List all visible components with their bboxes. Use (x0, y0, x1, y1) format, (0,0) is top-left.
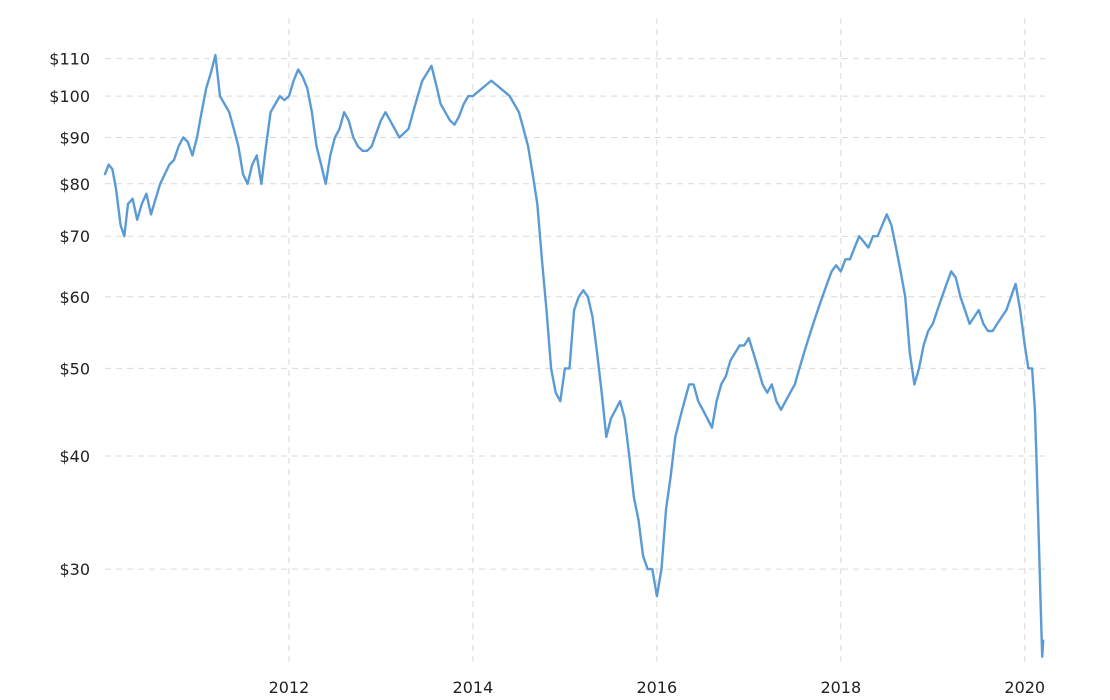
grid-layer (105, 18, 1045, 665)
y-tick-label: $110 (49, 50, 90, 69)
y-tick-label: $70 (59, 227, 90, 246)
tick-label-layer: $30 $40 $50 $60 $70 $80 $90 $100 $110 2012 2014 201… (49, 50, 1045, 697)
x-tick-label: 2016 (636, 678, 677, 697)
y-tick-label: $40 (59, 447, 90, 466)
x-tick-label: 2012 (269, 678, 310, 697)
y-tick-label: $80 (59, 175, 90, 194)
y-tick-label: $100 (49, 87, 90, 106)
price-series-line (103, 53, 1045, 658)
series-layer (103, 53, 1045, 658)
y-tick-label: $90 (59, 129, 90, 148)
y-tick-label: $50 (59, 359, 90, 378)
x-tick-label: 2014 (453, 678, 494, 697)
y-tick-label: $30 (59, 560, 90, 579)
x-tick-label: 2018 (820, 678, 861, 697)
x-tick-label: 2020 (1004, 678, 1045, 697)
y-tick-label: $60 (59, 288, 90, 307)
